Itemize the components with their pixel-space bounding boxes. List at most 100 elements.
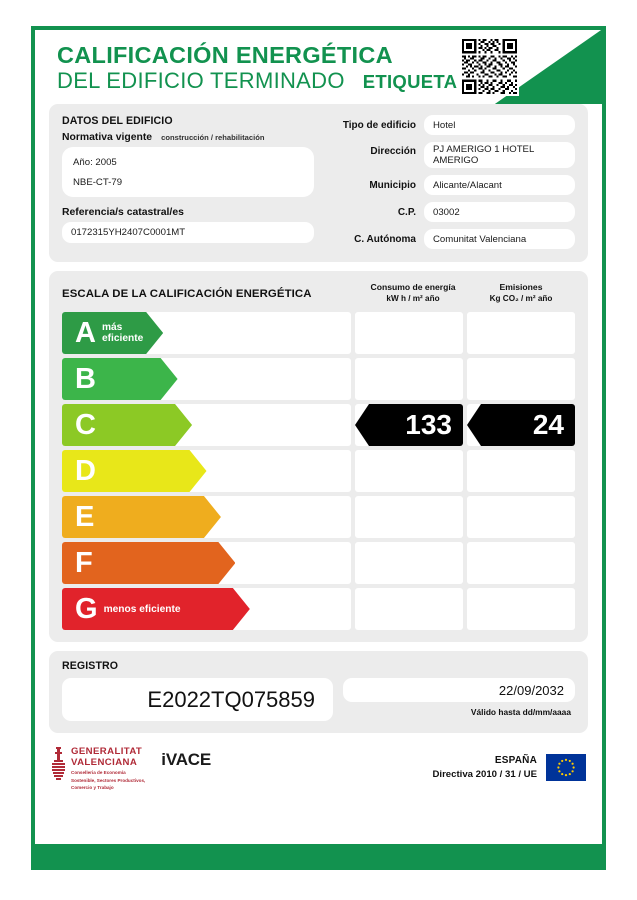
energy-value-cell xyxy=(355,358,463,400)
title-block: CALIFICACIÓN ENERGÉTICA DEL EDIFICIO TER… xyxy=(57,42,457,93)
emissions-value-cell xyxy=(467,312,575,354)
grade-letter: F xyxy=(75,546,93,579)
column-header-energy-title: Consumo de energía xyxy=(370,282,456,292)
building-norm: NBE-CT-79 xyxy=(73,176,123,188)
energy-scale-header: ESCALA DE LA CALIFICACIÓN ENERGÉTICA Con… xyxy=(62,281,575,305)
emissions-value-badge: 24 xyxy=(467,404,575,446)
field-direccion: Dirección PJ AMERIGO 1 HOTEL AMERIGO xyxy=(324,142,575,168)
field-cp: C.P. 03002 xyxy=(324,202,575,222)
grade-bar-f: F xyxy=(62,542,235,584)
grade-note: menos eficiente xyxy=(103,603,181,615)
energy-value-cell xyxy=(355,542,463,584)
grade-note: más eficiente xyxy=(101,322,144,344)
qr-code-icon xyxy=(460,37,519,96)
grade-bar-d: D xyxy=(62,450,207,492)
energy-certificate-label: CALIFICACIÓN ENERGÉTICA DEL EDIFICIO TER… xyxy=(31,26,606,870)
espana-block: ESPAÑA Directiva 2010 / 31 / UE xyxy=(432,755,537,780)
conselleria-line2: Sostenible, Sectores Productivos, xyxy=(71,777,146,783)
grade-bar-b: B xyxy=(62,358,178,400)
energy-grade-row-f: F xyxy=(62,542,575,584)
certificate-title-line1: CALIFICACIÓN ENERGÉTICA xyxy=(57,42,393,68)
emissions-value-cell xyxy=(467,588,575,630)
cadastral-reference-value: 0172315YH2407C0001MT xyxy=(62,222,314,243)
grade-bar-cell: E xyxy=(62,496,351,538)
field-label: C.P. xyxy=(397,206,416,218)
energy-value-cell xyxy=(355,496,463,538)
grade-bar-cell: B xyxy=(62,358,351,400)
emissions-value-cell xyxy=(467,358,575,400)
grade-bar-cell: F xyxy=(62,542,351,584)
conselleria-line1: Conselleria de Economía xyxy=(71,770,126,775)
field-tipo-de-edificio: Tipo de edificio Hotel xyxy=(324,115,575,135)
field-value: PJ AMERIGO 1 HOTEL AMERIGO xyxy=(424,142,575,168)
energy-value-cell xyxy=(355,588,463,630)
generalitat-logo: GENERALITAT VALENCIANA Conselleria de Ec… xyxy=(51,746,145,791)
building-data-left: DATOS DEL EDIFICIO Normativa vigente con… xyxy=(62,115,314,249)
emissions-value-cell: 24 xyxy=(467,404,575,446)
column-header-emissions-title: Emisiones xyxy=(499,282,543,292)
energy-grade-row-b: B xyxy=(62,358,575,400)
column-header-energy: Consumo de energía kW h / m² año xyxy=(359,281,467,305)
energy-value-badge: 133 xyxy=(355,404,463,446)
directiva-label: Directiva 2010 / 31 / UE xyxy=(432,769,537,780)
generalitat-line2: VALENCIANA xyxy=(71,756,138,768)
column-header-emissions: Emisiones Kg CO₂ / m² año xyxy=(467,281,575,305)
conselleria-line3: Comercio y Trabajo xyxy=(71,785,114,791)
grade-bar-cell: D xyxy=(62,450,351,492)
normativa-box: Año: 2005 NBE-CT-79 xyxy=(62,147,314,197)
energy-grade-row-c: C 133 24 xyxy=(62,404,575,446)
energy-scale-title: ESCALA DE LA CALIFICACIÓN ENERGÉTICA xyxy=(62,288,312,300)
field-value: Comunitat Valenciana xyxy=(424,229,575,249)
field-label: Dirección xyxy=(370,146,416,157)
normativa-label: Normativa vigente xyxy=(62,132,153,143)
building-data-panel: DATOS DEL EDIFICIO Normativa vigente con… xyxy=(49,104,588,262)
grade-letter: C xyxy=(75,408,96,441)
eu-flag-icon xyxy=(546,754,586,781)
footer-right: ESPAÑA Directiva 2010 / 31 / UE xyxy=(432,746,586,781)
validity-date: 22/09/2032 xyxy=(343,678,575,702)
normativa-sublabel: construcción / rehabilitación xyxy=(161,133,265,142)
registro-number: E2022TQ075859 xyxy=(62,678,333,721)
registro-title: REGISTRO xyxy=(62,660,119,672)
grade-letter: D xyxy=(75,454,96,487)
field-label: C. Autónoma xyxy=(354,233,416,245)
emissions-value-cell xyxy=(467,450,575,492)
grade-letter: E xyxy=(75,500,95,533)
generalitat-emblem-icon xyxy=(52,747,65,780)
certificate-title-line2: DEL EDIFICIO TERMINADO xyxy=(57,68,345,93)
ivace-logo: iVACE xyxy=(161,750,211,769)
building-data-fields: Tipo de edificio Hotel Dirección PJ AMER… xyxy=(324,115,575,249)
building-data-title: DATOS DEL EDIFICIO xyxy=(62,115,173,127)
field-value: Alicante/Alacant xyxy=(424,175,575,195)
field-label: Municipio xyxy=(369,179,416,191)
grade-bar-e: E xyxy=(62,496,221,538)
certificate-footer: GENERALITAT VALENCIANA Conselleria de Ec… xyxy=(35,742,602,794)
certificate-header: CALIFICACIÓN ENERGÉTICA DEL EDIFICIO TER… xyxy=(35,30,602,104)
energy-scale-panel: ESCALA DE LA CALIFICACIÓN ENERGÉTICA Con… xyxy=(49,271,588,642)
grade-letter: B xyxy=(75,362,96,395)
building-year: Año: 2005 xyxy=(73,156,117,168)
validity-block: 22/09/2032 Válido hasta dd/mm/aaaa xyxy=(343,678,575,717)
grade-letter: A xyxy=(75,316,96,349)
etiqueta-label: ETIQUETA xyxy=(362,71,458,92)
registro-panel: REGISTRO E2022TQ075859 22/09/2032 Válido… xyxy=(49,651,588,733)
cadastral-reference-label: Referencia/s catastral/es xyxy=(62,207,184,218)
field-comunidad-autonoma: C. Autónoma Comunitat Valenciana xyxy=(324,229,575,249)
energy-value-cell xyxy=(355,450,463,492)
emissions-value-cell xyxy=(467,542,575,584)
espana-label: ESPAÑA xyxy=(494,755,537,766)
energy-grade-row-e: E xyxy=(62,496,575,538)
grade-bar-c: C xyxy=(62,404,192,446)
grade-letter: G xyxy=(75,592,98,625)
field-label: Tipo de edificio xyxy=(342,119,416,131)
energy-value-cell: 133 xyxy=(355,404,463,446)
energy-grade-row-d: D xyxy=(62,450,575,492)
column-header-emissions-unit: Kg CO₂ / m² año xyxy=(489,294,553,303)
field-municipio: Municipio Alicante/Alacant xyxy=(324,175,575,195)
footer-green-bar xyxy=(35,844,602,866)
